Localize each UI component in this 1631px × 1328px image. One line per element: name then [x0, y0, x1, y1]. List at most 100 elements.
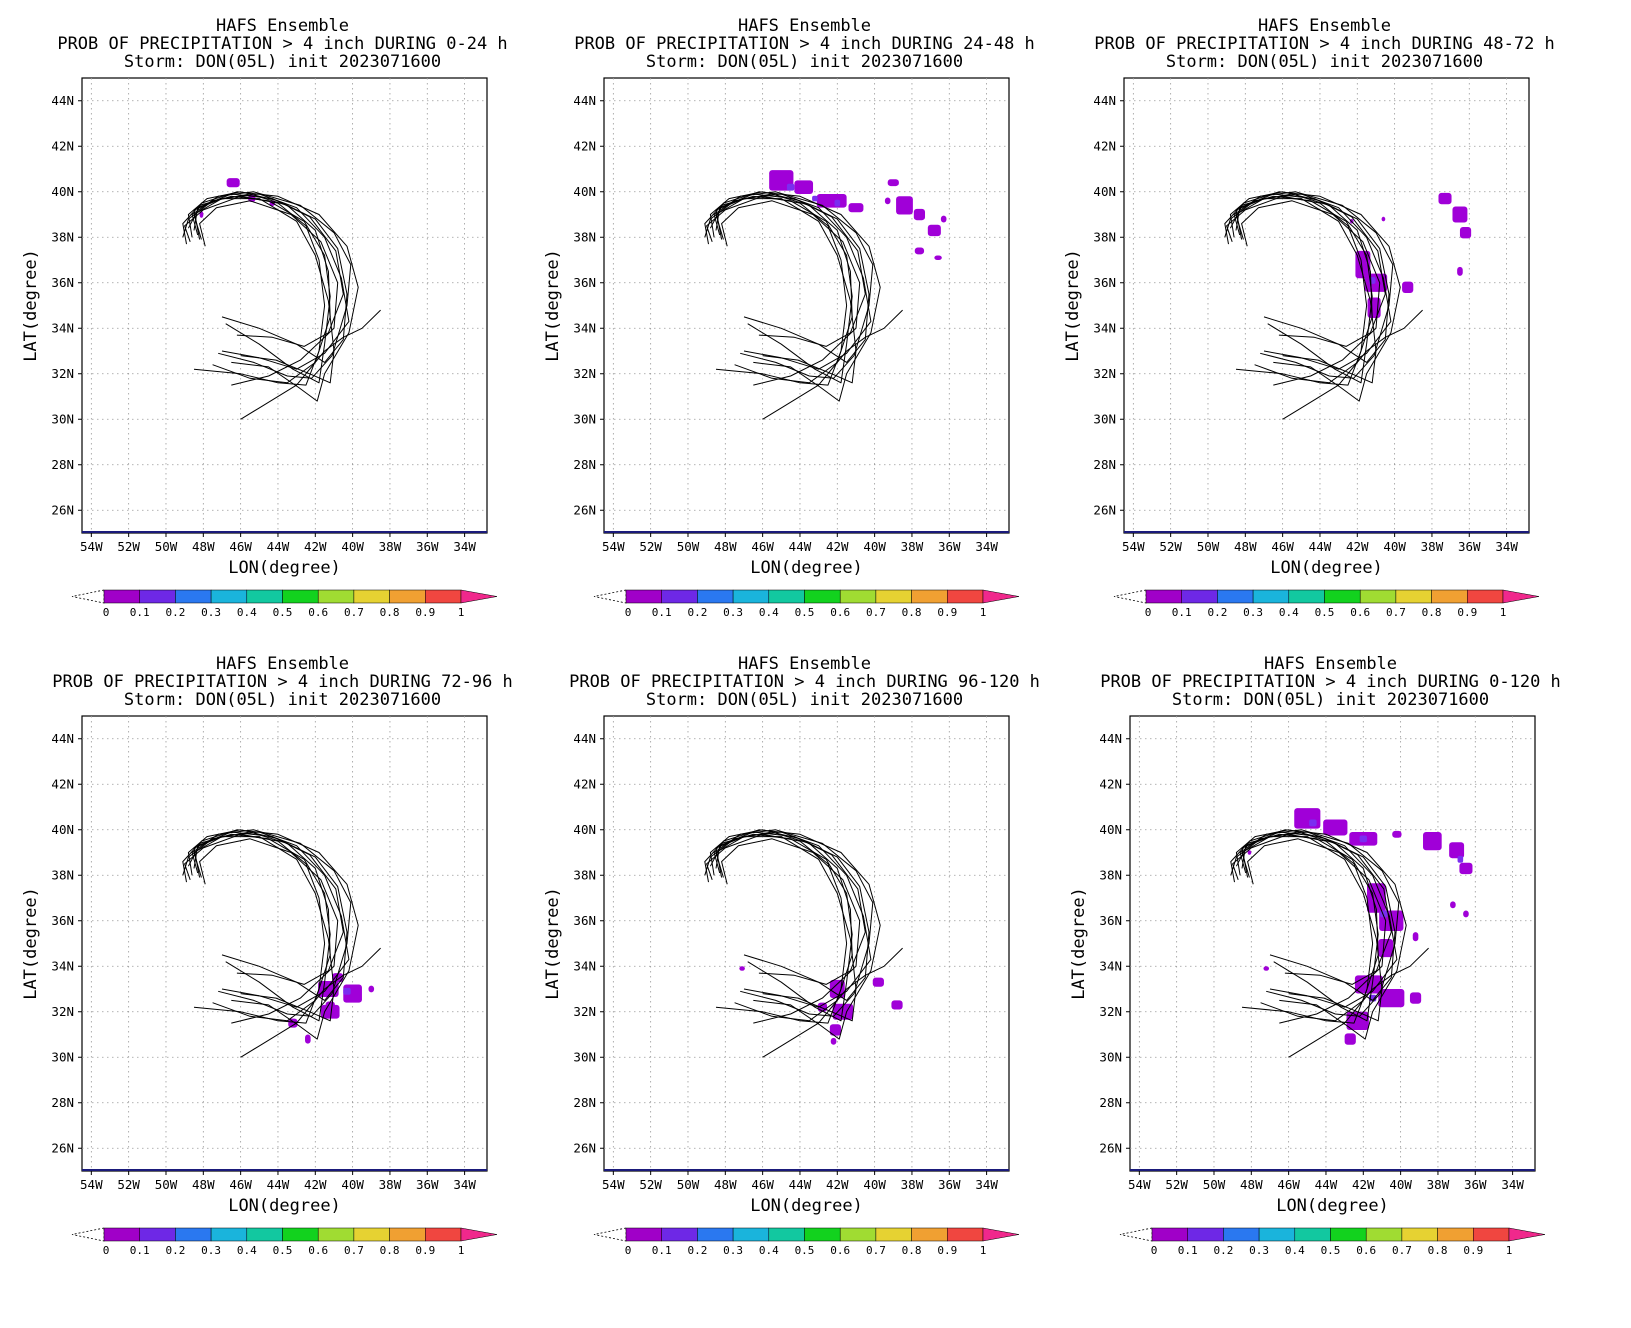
- x-tick-label: 44W: [789, 1177, 812, 1192]
- y-tick-label: 34N: [1099, 958, 1122, 973]
- plot-area: [603, 77, 1010, 534]
- colorbar-segment: [1401, 1227, 1438, 1242]
- ensemble-track: [1288, 947, 1429, 1058]
- colorbar-tick-label: 0.2: [687, 1244, 707, 1257]
- y-tick-label: 34N: [1093, 320, 1116, 335]
- colorbar-under-arrow: [71, 589, 105, 604]
- precip-cell: [927, 224, 941, 237]
- x-tick-label: 48W: [1240, 1177, 1263, 1192]
- x-axis-label: LON(degree): [750, 1196, 863, 1216]
- x-tick-label: 34W: [975, 539, 998, 554]
- y-tick-label: 30N: [1099, 1049, 1122, 1064]
- colorbar-tick-label: 0.9: [937, 1244, 957, 1257]
- colorbar-segment: [1181, 589, 1218, 604]
- ensemble-track: [193, 198, 335, 384]
- precip-cell: [1263, 966, 1270, 971]
- colorbar-segment: [1395, 589, 1432, 604]
- precip-cell: [1459, 862, 1473, 875]
- chart-title: HAFS Ensemble: [738, 654, 871, 674]
- ensemble-track: [240, 309, 381, 420]
- y-tick-label: 28N: [1099, 1095, 1122, 1110]
- colorbar-tick-label: 0: [103, 1244, 110, 1257]
- x-tick-label: 54W: [602, 1177, 625, 1192]
- colorbar-tick-label: 0.9: [937, 606, 957, 619]
- precip-cell-high: [1457, 855, 1464, 863]
- precip-cell: [891, 1000, 903, 1010]
- colorbar-under-arrow: [1113, 589, 1147, 604]
- colorbar-tick-label: 0.4: [237, 1244, 257, 1257]
- colorbar-segment: [768, 1227, 805, 1242]
- y-tick-label: 36N: [1093, 275, 1116, 290]
- y-tick-label: 28N: [1093, 457, 1116, 472]
- colorbar-segment: [625, 1227, 662, 1242]
- y-tick-label: 44N: [1093, 93, 1116, 108]
- y-tick-label: 34N: [573, 320, 596, 335]
- colorbar-tick-label: 0.4: [1279, 606, 1299, 619]
- plot-area: [1129, 715, 1536, 1172]
- x-tick-label: 44W: [1309, 539, 1332, 554]
- storm-info: Storm: DON(05L) init 2023071600: [1166, 52, 1483, 72]
- colorbar-segment: [1258, 1227, 1296, 1242]
- x-tick-label: 48W: [714, 1177, 737, 1192]
- ensemble-track: [715, 198, 857, 384]
- colorbar-segment: [768, 589, 805, 604]
- storm-info: Storm: DON(05L) init 2023071600: [646, 690, 963, 710]
- colorbar-tick-label: 0.3: [201, 606, 221, 619]
- y-tick-label: 44N: [573, 731, 596, 746]
- x-tick-label: 42W: [304, 539, 327, 554]
- storm-info: Storm: DON(05L) init 2023071600: [124, 690, 441, 710]
- x-tick-label: 50W: [1203, 1177, 1226, 1192]
- x-axis-label: LON(degree): [228, 1196, 341, 1216]
- y-axis-label: LAT(degree): [543, 887, 563, 1000]
- colorbar-segment: [911, 1227, 948, 1242]
- y-tick-label: 32N: [573, 1004, 596, 1019]
- ensemble-track: [1235, 829, 1407, 1040]
- x-tick-label: 34W: [1495, 539, 1518, 554]
- ensemble-track: [193, 193, 344, 347]
- x-tick-label: 36W: [938, 1177, 961, 1192]
- y-tick-label: 32N: [1093, 366, 1116, 381]
- ensemble-track: [193, 836, 335, 1022]
- colorbar-tick-label: 1: [458, 1244, 465, 1257]
- colorbar-segment: [697, 1227, 734, 1242]
- x-tick-label: 52W: [117, 539, 140, 554]
- colorbar-tick-label: 0.5: [795, 606, 815, 619]
- x-tick-label: 42W: [826, 539, 849, 554]
- x-tick-label: 50W: [155, 1177, 178, 1192]
- y-tick-label: 30N: [51, 411, 74, 426]
- plot-area: [603, 715, 1010, 1172]
- x-tick-label: 44W: [267, 539, 290, 554]
- colorbar-tick-label: 1: [980, 1244, 987, 1257]
- colorbar-segment: [1437, 1227, 1474, 1242]
- ensemble-track: [715, 836, 857, 1022]
- precip-cell: [896, 196, 913, 215]
- y-tick-label: 34N: [573, 958, 596, 973]
- colorbar-tick-label: 0.1: [652, 1244, 672, 1257]
- colorbar-segment: [875, 589, 912, 604]
- precip-cell-high: [343, 987, 351, 995]
- colorbar-tick-label: 1: [1506, 1244, 1513, 1257]
- x-tick-label: 50W: [677, 539, 700, 554]
- colorbar-segment: [175, 589, 212, 604]
- colorbar-segment: [947, 589, 984, 604]
- chart-subtitle: PROB OF PRECIPITATION > 4 inch DURING 24…: [574, 34, 1035, 54]
- ensemble-track: [762, 947, 903, 1058]
- precip-cell-high: [1309, 819, 1317, 827]
- colorbar-tick-label: 0.3: [723, 606, 743, 619]
- x-tick-label: 52W: [639, 1177, 662, 1192]
- colorbar-tick-label: 0.8: [380, 1244, 400, 1257]
- y-tick-label: 30N: [573, 411, 596, 426]
- colorbar-segment: [389, 1227, 426, 1242]
- precip-cell: [1378, 989, 1405, 1008]
- ensemble-track: [715, 831, 866, 985]
- colorbar-tick-label: 0.9: [1463, 1244, 1483, 1257]
- precip-cell: [226, 178, 240, 188]
- y-tick-label: 42N: [573, 776, 596, 791]
- colorbar-tick-label: 0.2: [1207, 606, 1227, 619]
- colorbar-tick-label: 1: [458, 606, 465, 619]
- x-tick-label: 42W: [1346, 539, 1369, 554]
- colorbar-segment: [947, 1227, 984, 1242]
- y-tick-label: 28N: [573, 1095, 596, 1110]
